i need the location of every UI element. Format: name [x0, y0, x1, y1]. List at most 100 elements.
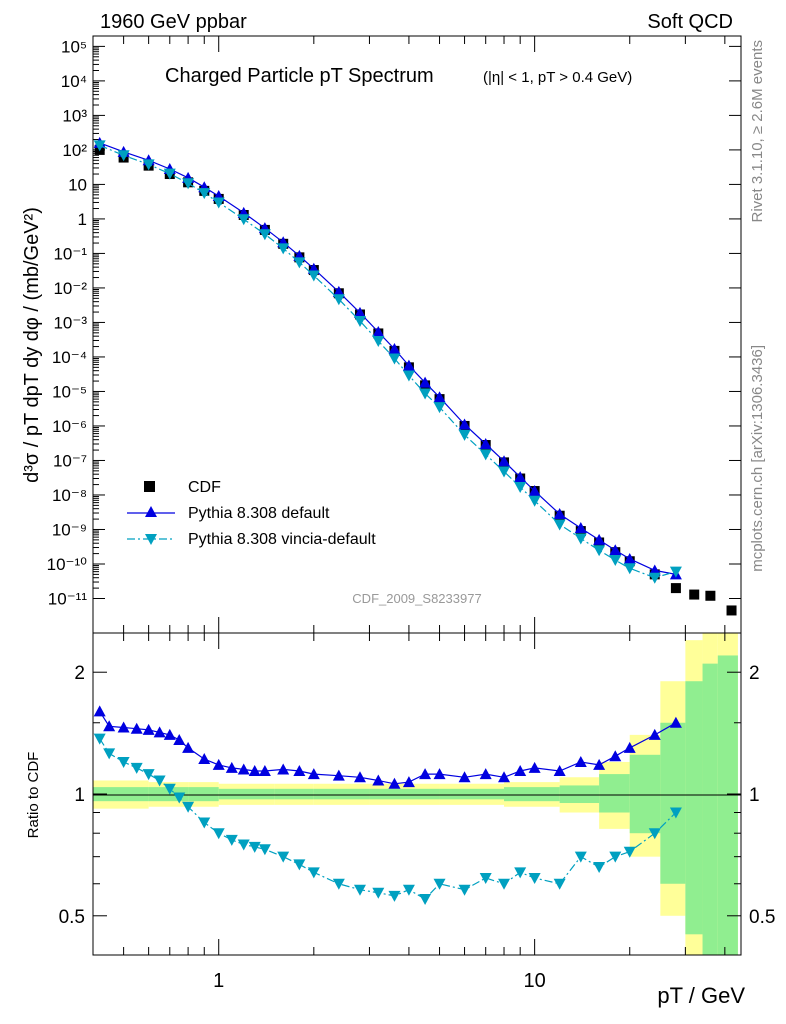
ratio-default-point	[182, 741, 195, 753]
vincia-data-point	[372, 335, 385, 347]
ratio-vincia-point	[648, 828, 661, 840]
main-y-tick-label: 10⁻⁴	[52, 348, 87, 367]
vincia-data-point	[593, 545, 606, 557]
ratio-vincia-point	[212, 828, 225, 840]
ratio-vincia-point	[553, 878, 566, 890]
main-y-tick-label: 1	[78, 210, 87, 229]
vincia-data-point	[307, 270, 320, 282]
vincia-data-point	[528, 495, 541, 507]
cdf-data-point	[670, 583, 681, 594]
ratio-default-point	[173, 733, 186, 745]
ratio-y-tick-label-right: 1	[749, 785, 760, 806]
main-y-tick-label: 10⁻⁹	[52, 520, 87, 539]
main-data	[93, 136, 737, 616]
ratio-vincia-point	[332, 878, 345, 890]
legend-label-cdf: CDF	[188, 479, 221, 496]
ratio-default-point	[307, 768, 320, 780]
vincia-data-point	[479, 449, 492, 461]
rivet-label: Rivet 3.1.10, ≥ 2.6M events	[749, 40, 766, 223]
ratio-default-point	[153, 726, 166, 738]
x-axis-label: pT / GeV	[657, 983, 745, 1008]
ratio-band-segment	[599, 774, 630, 813]
ratio-vincia-point	[458, 884, 471, 896]
default-data-point	[332, 285, 345, 297]
default-data-point	[609, 544, 622, 556]
ratio-y-tick-label-right: 0.5	[749, 907, 775, 928]
main-panel: 10⁻¹¹ 10⁻¹⁰ 10⁻⁹ 10⁻⁸ 10⁻⁷ 10⁻⁶ 10⁻⁵ 10⁻⁴ 10⁻³ 10…	[21, 35, 742, 634]
default-data-point	[479, 438, 492, 450]
ratio-vincia-point	[623, 846, 636, 858]
ratio-default-point	[609, 750, 622, 762]
ratio-vincia-point	[237, 839, 250, 851]
ratio-band-segment	[660, 722, 686, 884]
ratio-vincia-point	[293, 859, 306, 871]
ratio-default-point	[514, 764, 527, 776]
default-data-point	[623, 552, 636, 564]
ratio-default-point	[293, 764, 306, 776]
ratio-vincia-point	[479, 872, 492, 884]
ratio-vincia-point	[669, 807, 682, 819]
ratio-default-point	[248, 764, 261, 776]
vincia-data-point	[142, 159, 155, 171]
main-y-tick-label: 10⁵	[61, 37, 87, 56]
main-y-tick-label: 10⁻⁷	[53, 451, 87, 470]
ratio-bands	[93, 633, 738, 955]
legend-label-default: Pythia 8.308 default	[188, 505, 330, 522]
ratio-vincia-point	[277, 851, 290, 863]
ratio-default-point	[212, 758, 225, 770]
vincia-data-point	[419, 388, 432, 400]
ratio-vincia-point	[103, 748, 116, 760]
vincia-data-point	[609, 555, 622, 567]
header-right: Soft QCD	[647, 11, 733, 33]
default-data-point	[458, 418, 471, 430]
ratio-y-tick-label: 2	[74, 663, 85, 684]
ratio-default-point	[553, 764, 566, 776]
ratio-vincia-point	[117, 756, 130, 768]
vincia-data-point	[388, 353, 401, 365]
default-data-point	[553, 508, 566, 520]
ratio-default-point	[388, 777, 401, 789]
main-y-tick-label: 10³	[62, 106, 87, 125]
ratio-vincia-point	[142, 769, 155, 781]
main-y-tick-label: 10⁴	[61, 72, 87, 91]
ratio-band-segment	[313, 788, 370, 800]
vincia-data-point	[498, 466, 511, 478]
vincia-data-point	[182, 178, 195, 190]
main-y-tick-label: 10⁻⁵	[52, 382, 87, 401]
main-series-2	[93, 140, 682, 584]
ratio-band-segment	[93, 787, 149, 802]
ratio-default-point	[402, 776, 415, 788]
ratio-default-point	[372, 774, 385, 786]
ratio-panel: 0.5 0.5 1 1 2 2 1 10 Ratio to CDF	[25, 632, 775, 992]
ratio-vincia-point	[93, 733, 106, 745]
ratio-vincia-point	[593, 862, 606, 874]
ratio-vincia-point	[258, 844, 271, 856]
vincia-data-point	[353, 316, 366, 328]
ratio-vincia-point	[419, 894, 432, 906]
ratio-default-point	[669, 716, 682, 728]
ratio-default-point	[103, 720, 116, 732]
legend-marker-default	[145, 506, 157, 517]
ratio-default-point	[574, 755, 587, 767]
ratio-y-axis-label: Ratio to CDF	[25, 752, 42, 839]
ratio-band-segment	[685, 681, 703, 935]
ratio-default-point	[623, 741, 636, 753]
ratio-vincia-point	[388, 890, 401, 902]
default-data-point	[498, 455, 511, 467]
ratio-band-segment	[369, 788, 440, 800]
vincia-data-point	[623, 563, 636, 575]
ratio-vincia-point	[130, 762, 143, 774]
cdf-data-point	[726, 605, 737, 616]
vincia-data-point	[648, 572, 661, 584]
vincia-data-point	[574, 533, 587, 545]
ratio-vincia-point	[163, 783, 176, 795]
legend-marker-vincia	[145, 534, 157, 545]
cdf-data-point	[705, 590, 716, 601]
ratio-series-line	[99, 738, 677, 900]
ratio-default-point	[117, 721, 130, 733]
ratio-vincia-point	[433, 878, 446, 890]
ratio-default-point	[225, 761, 238, 773]
ratio-band-segment	[629, 754, 661, 834]
main-y-tick-label: 10	[68, 175, 87, 194]
